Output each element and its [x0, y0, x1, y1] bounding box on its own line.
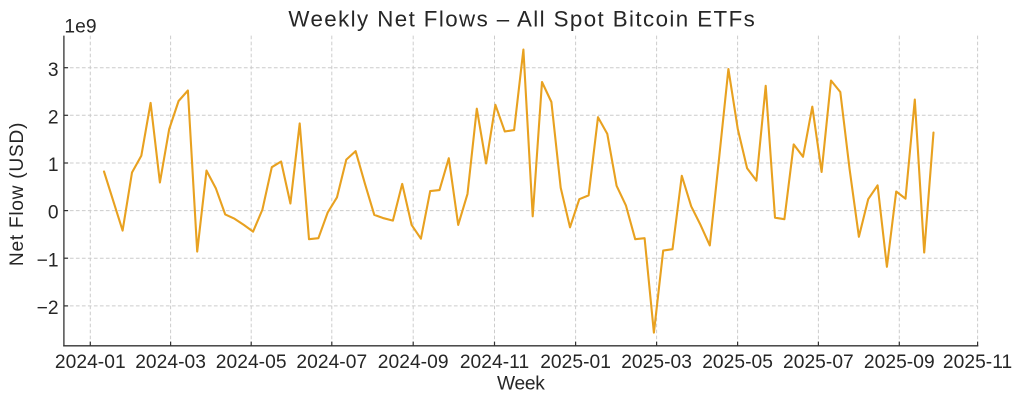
svg-text:2: 2 [48, 107, 59, 128]
svg-text:2024-03: 2024-03 [135, 352, 206, 373]
svg-text:2024-07: 2024-07 [296, 352, 367, 373]
svg-text:2024-11: 2024-11 [460, 352, 529, 373]
svg-text:−2: −2 [37, 298, 59, 319]
svg-text:2024-09: 2024-09 [378, 352, 449, 373]
svg-text:Week: Week [497, 374, 545, 395]
svg-text:2025-05: 2025-05 [702, 352, 773, 373]
svg-text:Net Flow (USD): Net Flow (USD) [7, 122, 28, 266]
svg-text:1: 1 [48, 155, 59, 176]
svg-text:3: 3 [48, 60, 59, 81]
svg-text:0: 0 [48, 203, 59, 224]
svg-text:2025-03: 2025-03 [621, 352, 692, 373]
svg-text:2025-09: 2025-09 [864, 352, 935, 373]
svg-text:2025-01: 2025-01 [540, 352, 611, 373]
svg-text:1e9: 1e9 [64, 16, 96, 37]
svg-text:Weekly Net Flows – All Spot Bi: Weekly Net Flows – All Spot Bitcoin ETFs [288, 7, 756, 32]
svg-text:2024-01: 2024-01 [55, 352, 126, 373]
svg-text:2025-07: 2025-07 [783, 352, 854, 373]
svg-text:2024-05: 2024-05 [216, 352, 287, 373]
svg-text:−1: −1 [37, 250, 59, 271]
svg-text:2025-11: 2025-11 [943, 352, 1012, 373]
